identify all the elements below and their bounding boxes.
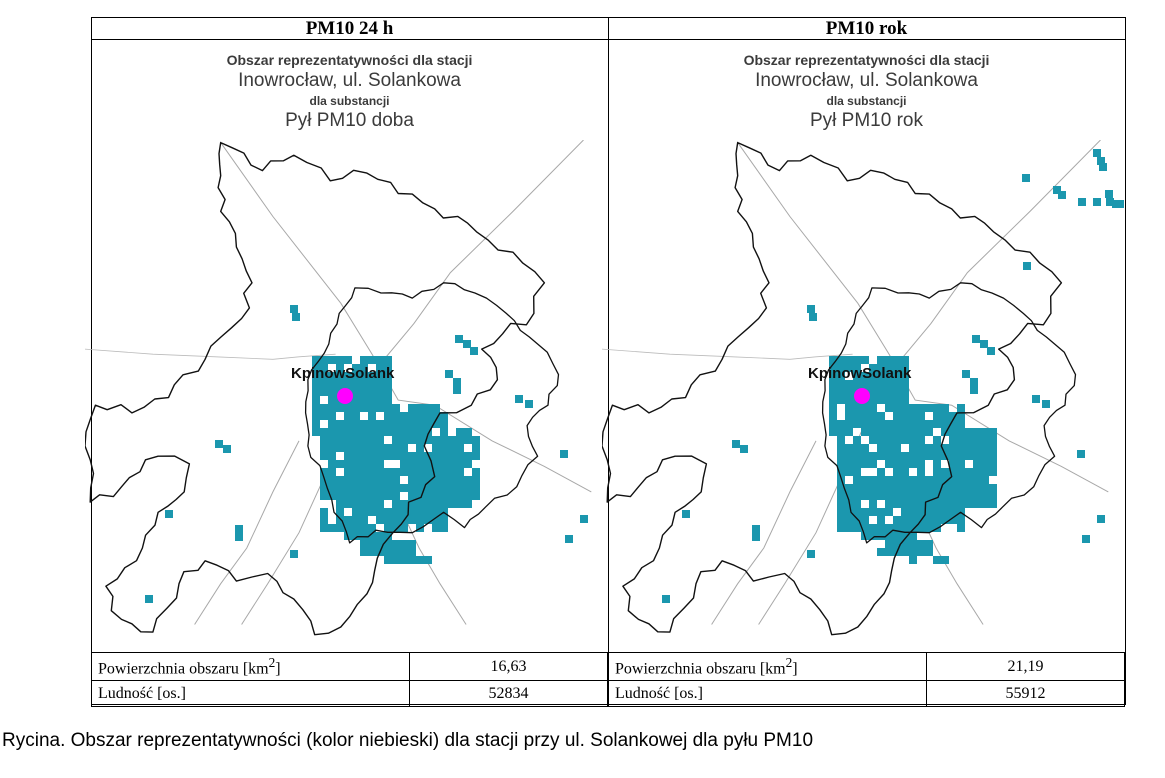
svg-text:KpinowSolank: KpinowSolank xyxy=(808,365,912,382)
svg-text:KpinowSolank: KpinowSolank xyxy=(291,365,395,382)
